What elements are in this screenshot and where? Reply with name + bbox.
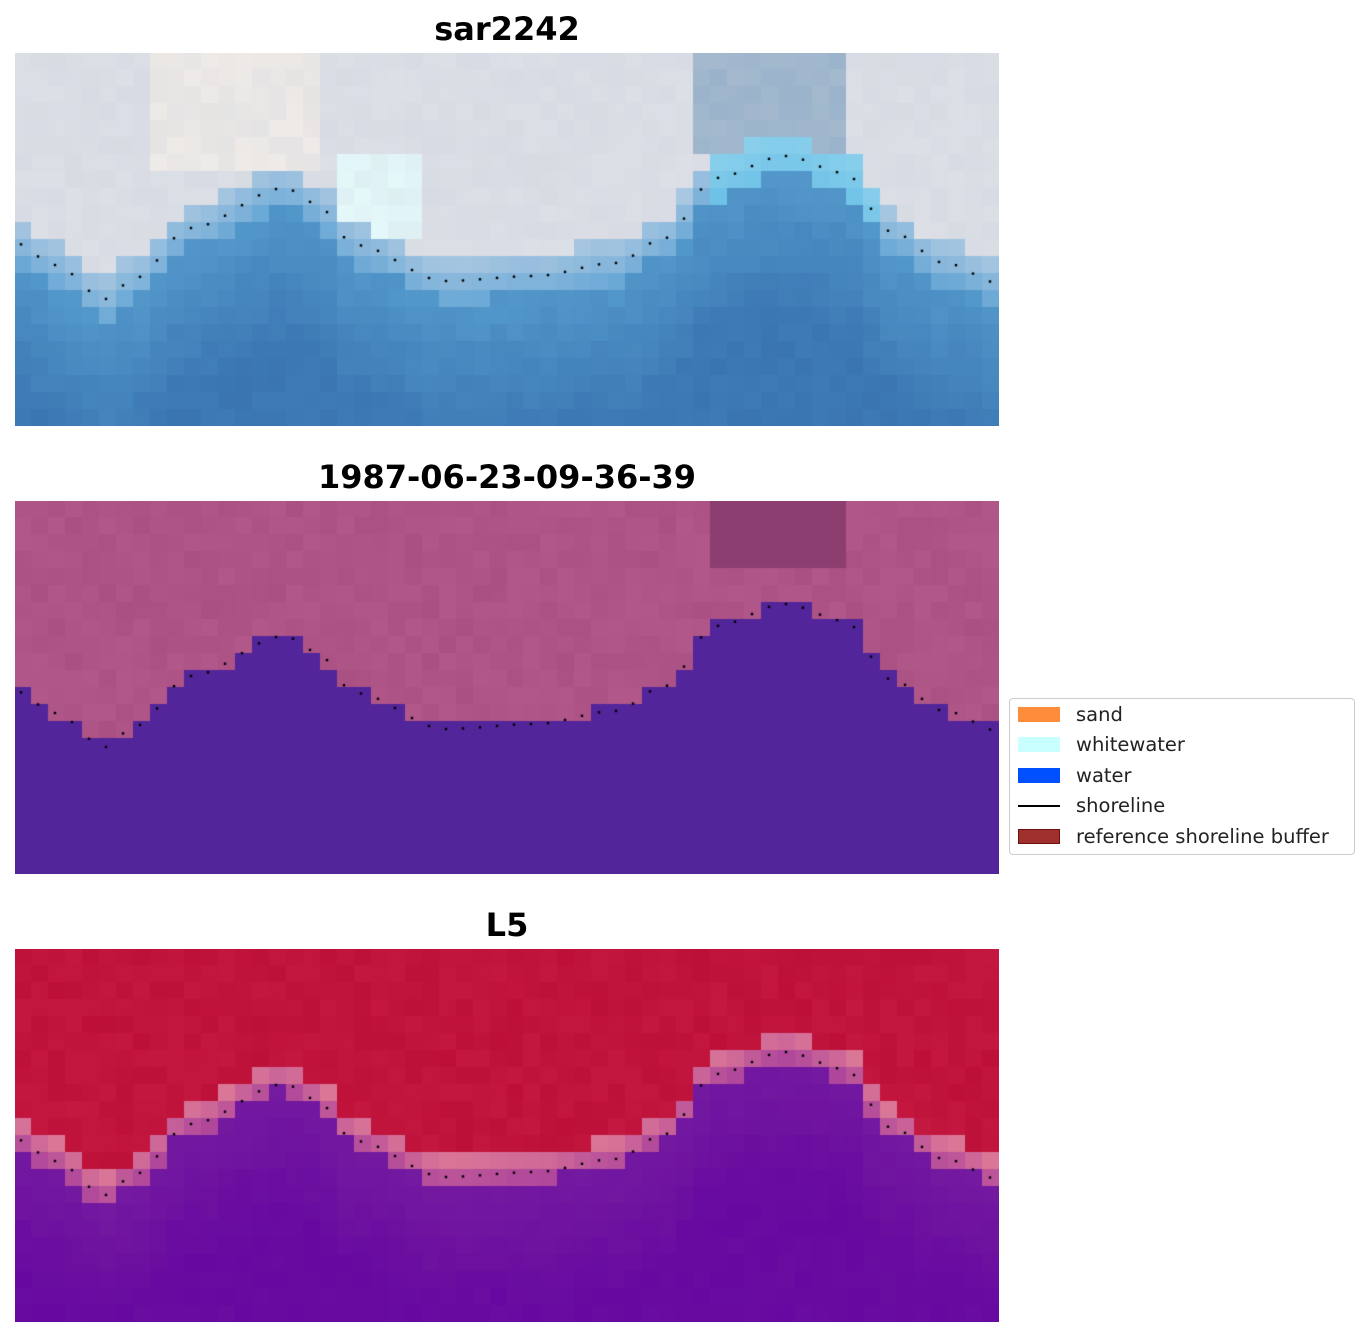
legend-item-water: water xyxy=(1010,763,1354,795)
sand-swatch-icon xyxy=(1018,707,1060,722)
legend: sand whitewater water shoreline referenc… xyxy=(1009,698,1355,855)
index-image-panel xyxy=(15,949,999,1322)
legend-item-sand: sand xyxy=(1010,704,1354,734)
classified-image-panel xyxy=(15,501,999,874)
reference-buffer-swatch-icon xyxy=(1018,828,1060,844)
rgb-image-panel xyxy=(15,53,999,426)
water-swatch-icon xyxy=(1018,767,1060,783)
whitewater-swatch-icon xyxy=(1018,737,1060,753)
legend-label-shoreline: shoreline xyxy=(1076,794,1166,818)
legend-label-water: water xyxy=(1076,763,1132,787)
legend-item-shoreline: shoreline xyxy=(1010,795,1354,825)
legend-item-reference-buffer: reference shoreline buffer xyxy=(1010,824,1354,856)
legend-label-whitewater: whitewater xyxy=(1076,733,1185,757)
legend-item-whitewater: whitewater xyxy=(1010,734,1354,764)
panel-title-classified: 1987-06-23-09-36-39 xyxy=(317,458,697,496)
legend-label-sand: sand xyxy=(1076,703,1123,726)
legend-label-reference-buffer: reference shoreline buffer xyxy=(1076,824,1329,848)
panel-title-index: L5 xyxy=(485,906,529,944)
panel-title-rgb: sar2242 xyxy=(434,10,580,48)
shoreline-line-icon xyxy=(1018,805,1060,808)
